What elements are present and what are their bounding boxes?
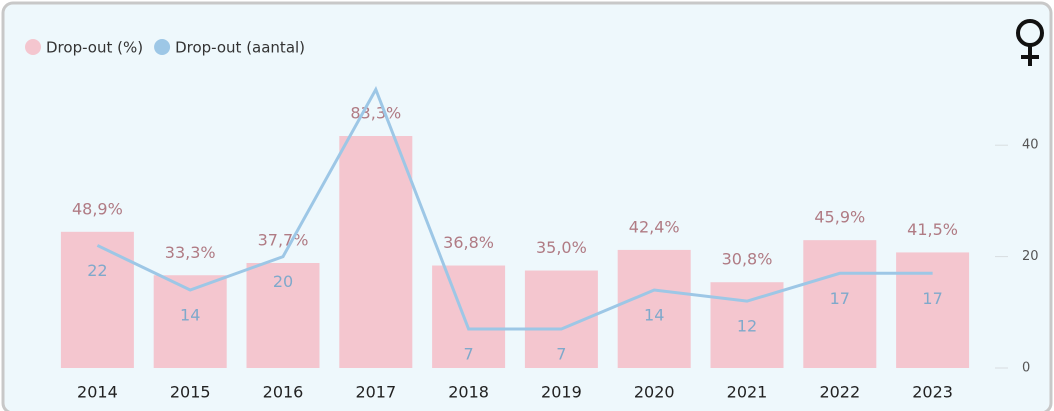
x-tick-label: 2021 xyxy=(727,383,768,402)
venus-icon xyxy=(1016,19,1044,66)
bar-label: 30,8% xyxy=(722,250,773,269)
x-tick-label: 2022 xyxy=(819,383,860,402)
line-label: 17 xyxy=(830,289,850,308)
x-tick-label: 2015 xyxy=(170,383,211,402)
bar xyxy=(60,231,134,368)
line-label: 7 xyxy=(556,345,566,364)
line-label: 14 xyxy=(644,306,664,325)
bar-label: 33,3% xyxy=(165,243,216,262)
line-label: 14 xyxy=(180,306,200,325)
x-tick-label: 2019 xyxy=(541,383,582,402)
bar xyxy=(617,249,691,368)
bar xyxy=(246,263,320,368)
y2-tick-label: 20 xyxy=(1022,249,1039,264)
line-label: 12 xyxy=(737,317,757,336)
legend-label: Drop-out (%) xyxy=(46,39,143,57)
bar-label: 41,5% xyxy=(907,220,958,239)
legend-swatch xyxy=(25,39,41,55)
bar-label: 42,4% xyxy=(629,217,680,236)
line-label: 20 xyxy=(273,272,293,291)
x-tick-label: 2016 xyxy=(263,383,304,402)
bar-label: 35,0% xyxy=(536,238,587,257)
line-label: 7 xyxy=(464,345,474,364)
bar-label: 48,9% xyxy=(72,199,123,218)
bar xyxy=(432,265,506,368)
line xyxy=(96,85,933,331)
y2-tick-label: 40 xyxy=(1022,138,1039,153)
legend-swatch xyxy=(154,39,171,55)
bar xyxy=(896,252,970,368)
x-tick-label: 2014 xyxy=(77,383,118,402)
bar xyxy=(339,136,413,368)
x-tick-label: 2020 xyxy=(634,383,675,402)
bar-label: 36,8% xyxy=(443,233,494,252)
line-label: 22 xyxy=(87,261,107,280)
legend-label: Drop-out (aantal) xyxy=(175,39,305,57)
line-label: 17 xyxy=(922,289,942,308)
x-tick-label: 2017 xyxy=(355,383,396,402)
bar-label: 45,9% xyxy=(814,208,865,227)
bar xyxy=(803,240,877,368)
x-tick-label: 2023 xyxy=(912,383,953,402)
y2-tick-label: 0 xyxy=(1022,361,1030,376)
x-tick-label: 2018 xyxy=(448,383,489,402)
bar xyxy=(710,282,784,368)
bar-label: 37,7% xyxy=(258,231,309,250)
bar-label: 83,3% xyxy=(350,104,401,123)
